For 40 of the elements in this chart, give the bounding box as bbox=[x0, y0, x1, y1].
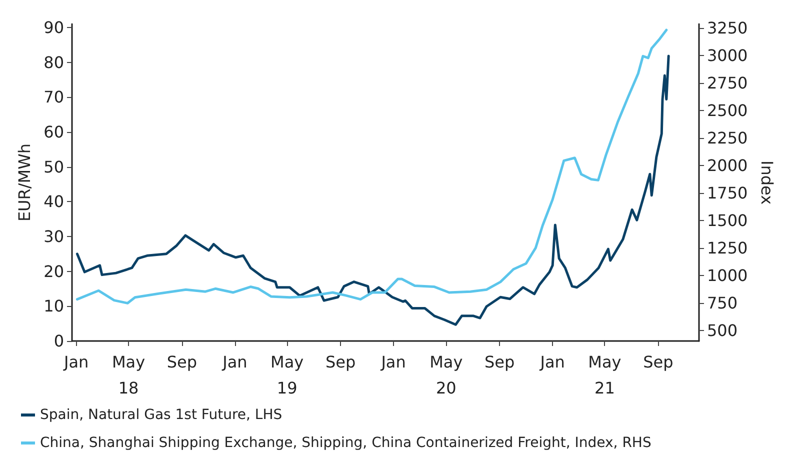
x-tick-label: Sep bbox=[166, 352, 198, 372]
y-axis-title: EUR/MWh bbox=[15, 143, 34, 222]
y-tick-label: 40 bbox=[44, 192, 64, 212]
y-tick-label: 10 bbox=[44, 296, 64, 316]
y-tick-label: 0 bbox=[54, 332, 64, 350]
legend-label: China, Shanghai Shipping Exchange, Shipping, China Containerized Freight, Index, RHS bbox=[40, 435, 652, 451]
y-tick-label: 20 bbox=[44, 262, 64, 281]
y2-tick-label: 1250 bbox=[707, 238, 748, 258]
y-tick-label: 30 bbox=[44, 226, 64, 246]
y-tick-label: 50 bbox=[44, 157, 64, 176]
line-series bbox=[76, 28, 668, 304]
x-tick-label: Jan bbox=[539, 352, 565, 372]
x-tick-label: Jan bbox=[380, 352, 406, 372]
x-tick-label: Sep bbox=[643, 352, 674, 372]
y-tick-label: 70 bbox=[44, 88, 64, 107]
x-tick-label: Jan bbox=[222, 352, 248, 372]
y2-tick-label: 1500 bbox=[707, 210, 748, 230]
y2-tick-label: 750 bbox=[707, 293, 738, 312]
y2-tick-label: 2750 bbox=[707, 73, 748, 92]
y2-tick-label: 2500 bbox=[707, 100, 748, 120]
y-tick-label: 60 bbox=[44, 122, 64, 142]
y2-axis-title: Index bbox=[758, 160, 776, 205]
x-tick-label: May 20 bbox=[430, 352, 463, 398]
y2-tick-label: 2250 bbox=[707, 128, 748, 148]
y2-tick-label: 500 bbox=[707, 320, 738, 340]
x-tick-label: Sep bbox=[484, 352, 515, 372]
x-tick-label: May 21 bbox=[588, 352, 622, 398]
y2-tick-label: 1000 bbox=[707, 266, 748, 285]
line-series bbox=[76, 54, 670, 326]
y2-tick-label: 3000 bbox=[707, 46, 748, 65]
x-tick-label: May 18 bbox=[112, 352, 146, 398]
x-tick-label: Jan bbox=[63, 352, 89, 372]
x-tick-label: May 19 bbox=[270, 352, 304, 398]
y-tick-label: 80 bbox=[44, 52, 64, 72]
y2-tick-label: 2000 bbox=[707, 156, 748, 175]
legend-label: Spain, Natural Gas 1st Future, LHS bbox=[40, 407, 282, 423]
y2-tick-label: 1750 bbox=[707, 183, 748, 202]
y-tick-label: 90 bbox=[44, 18, 64, 37]
x-tick-label: Sep bbox=[325, 352, 356, 372]
y2-tick-label: 3250 bbox=[707, 18, 748, 38]
